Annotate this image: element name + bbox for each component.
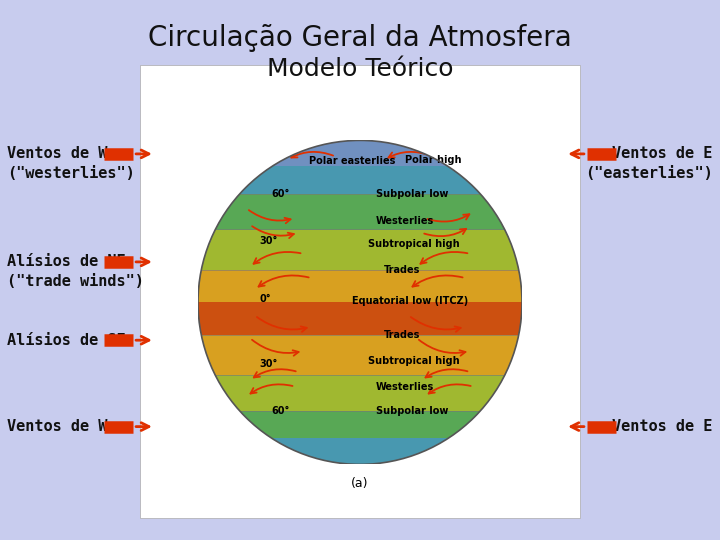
Text: 60°: 60° bbox=[271, 189, 289, 199]
Bar bbox=[198, 230, 522, 270]
Text: ("westerlies"): ("westerlies") bbox=[7, 166, 135, 181]
Text: Trades: Trades bbox=[384, 265, 420, 275]
Bar bbox=[198, 140, 522, 166]
Text: Ventos de W: Ventos de W bbox=[7, 146, 107, 161]
Text: 60°: 60° bbox=[271, 406, 289, 416]
Text: Subpolar low: Subpolar low bbox=[377, 406, 449, 416]
Bar bbox=[140, 65, 580, 518]
Text: Westerlies: Westerlies bbox=[377, 217, 434, 226]
Text: Subtropical high: Subtropical high bbox=[368, 356, 460, 366]
Text: ("easterlies"): ("easterlies") bbox=[585, 166, 713, 181]
Text: 30°: 30° bbox=[260, 236, 278, 246]
Text: Alísios de NE: Alísios de NE bbox=[7, 254, 126, 269]
Bar bbox=[198, 375, 522, 411]
Text: Polar easterlies: Polar easterlies bbox=[309, 157, 395, 166]
Text: Subpolar low: Subpolar low bbox=[377, 189, 449, 199]
Text: (a): (a) bbox=[351, 477, 369, 490]
Text: Subtropical high: Subtropical high bbox=[368, 239, 460, 249]
Bar bbox=[198, 270, 522, 302]
Bar bbox=[198, 302, 522, 335]
Text: Westerlies: Westerlies bbox=[377, 382, 434, 392]
Text: Circulação Geral da Atmosfera: Circulação Geral da Atmosfera bbox=[148, 24, 572, 52]
Bar bbox=[198, 411, 522, 438]
Bar bbox=[198, 166, 522, 194]
Text: Ventos de E: Ventos de E bbox=[613, 419, 713, 434]
Text: Alísios de SE: Alísios de SE bbox=[7, 333, 126, 348]
Bar bbox=[198, 194, 522, 230]
Text: Trades: Trades bbox=[384, 330, 420, 340]
Text: 0°: 0° bbox=[260, 294, 271, 304]
Text: Equatorial low (ITCZ): Equatorial low (ITCZ) bbox=[352, 296, 468, 306]
Bar bbox=[198, 335, 522, 375]
Text: Polar high: Polar high bbox=[405, 155, 462, 165]
Text: Ventos de W: Ventos de W bbox=[7, 419, 107, 434]
Text: ("trade winds"): ("trade winds") bbox=[7, 274, 144, 289]
Text: 30°: 30° bbox=[260, 359, 278, 369]
Bar bbox=[198, 438, 522, 464]
Text: Ventos de E: Ventos de E bbox=[613, 146, 713, 161]
Text: Modelo Teórico: Modelo Teórico bbox=[266, 57, 454, 80]
